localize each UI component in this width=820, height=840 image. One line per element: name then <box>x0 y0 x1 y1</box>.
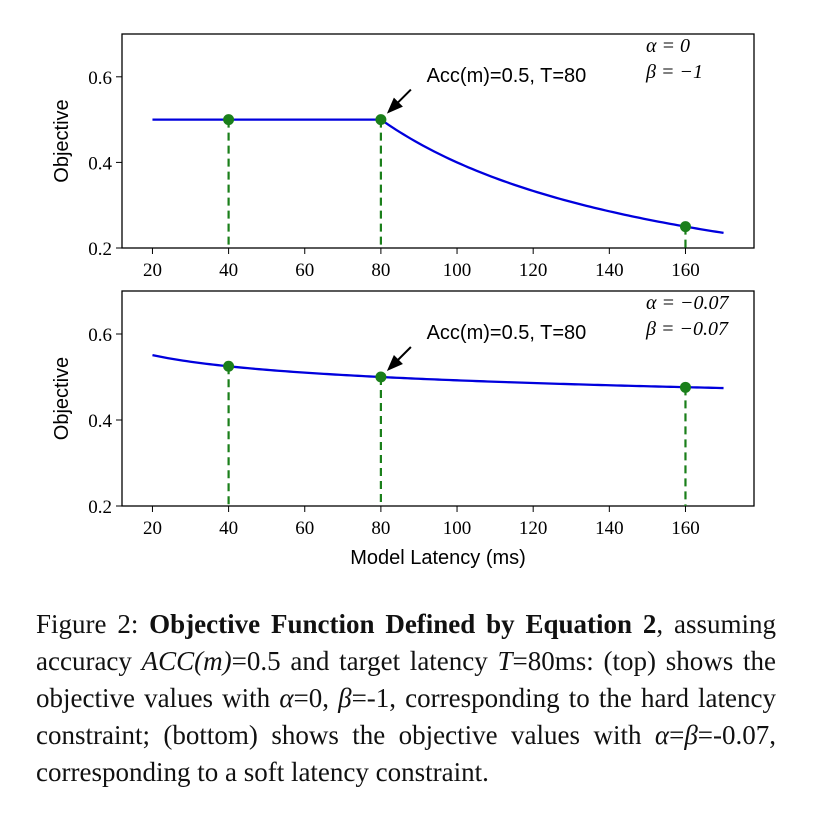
bottom-y-tick-label: 0.6 <box>88 325 112 346</box>
caption-alpha: α <box>279 683 294 713</box>
bottom-marker-point <box>375 371 387 383</box>
bottom-x-tick-label: 140 <box>595 518 624 539</box>
bottom-y-tick-label: 0.4 <box>88 411 112 432</box>
top-annotation-arrow-head <box>386 97 403 114</box>
caption-text-3: =80ms: (top) shows the objective values … <box>36 646 776 713</box>
caption-beta: β <box>338 683 352 713</box>
top-x-tick-label: 140 <box>595 260 624 281</box>
bottom-x-tick-label: 80 <box>371 518 390 539</box>
bottom-objective-curve <box>152 353 724 390</box>
bottom-y-axis-label: Objective <box>51 357 73 440</box>
bottom-x-axis-label: Model Latency (ms) <box>350 547 526 569</box>
caption-math-acc: ACC(m) <box>141 646 232 676</box>
bottom-annotation-text: Acc(m)=0.5, T=80 <box>427 322 587 344</box>
top-x-tick-label: 80 <box>371 260 390 281</box>
top-params-text: β = −1 <box>645 61 703 83</box>
top-marker-point <box>375 114 387 126</box>
caption-beta-2: β <box>684 720 698 750</box>
bottom-x-tick-label: 100 <box>443 518 472 539</box>
top-x-tick-label: 120 <box>519 260 548 281</box>
caption-text-6: = <box>669 720 685 750</box>
top-chart-panel: 20 40 60 80 100 120 140 160 0.2 0.4 0.6 Objective Ac… <box>51 33 755 281</box>
bottom-y-tick-label: 0.2 <box>88 497 112 518</box>
caption-title: Objective Function Defined by Equation 2 <box>149 609 657 639</box>
top-x-tick-label: 20 <box>143 260 162 281</box>
bottom-chart-panel: 20 40 60 80 100 120 140 160 0.2 0.4 0.6 Objective Mo… <box>51 290 755 569</box>
bottom-plot-frame <box>121 290 755 507</box>
top-x-tick-label: 40 <box>219 260 238 281</box>
bottom-annotation-arrow-head <box>386 355 403 371</box>
top-y-axis-label: Objective <box>51 99 73 182</box>
top-x-tick-label: 60 <box>295 260 314 281</box>
bottom-x-tick-label: 160 <box>671 518 700 539</box>
top-marker-point <box>679 221 691 233</box>
caption-text-7: =-0.07, corresponding to a soft latency … <box>36 720 776 787</box>
bottom-params-text: β = −0.07 <box>645 318 729 340</box>
bottom-x-tick-label: 40 <box>219 518 238 539</box>
top-y-tick-label: 0.6 <box>88 68 112 89</box>
caption-text-2: =0.5 and target latency <box>231 646 498 676</box>
bottom-marker-point <box>223 360 235 372</box>
top-y-tick-label: 0.2 <box>88 239 112 260</box>
bottom-params-text: α = −0.07 <box>646 292 729 314</box>
top-plot-frame <box>121 33 755 249</box>
bottom-x-tick-label: 20 <box>143 518 162 539</box>
caption-math-t: T <box>497 646 513 676</box>
caption-text-4: =0, <box>293 683 339 713</box>
figure: 20 40 60 80 100 120 140 160 0.2 0.4 0.6 Objective Ac… <box>51 33 755 569</box>
bottom-x-tick-label: 120 <box>519 518 548 539</box>
top-x-tick-label: 160 <box>671 260 700 281</box>
top-annotation-text: Acc(m)=0.5, T=80 <box>427 65 587 87</box>
caption-alpha-2: α <box>654 720 670 750</box>
top-params-text: α = 0 <box>646 35 690 57</box>
top-y-tick-label: 0.4 <box>88 153 112 174</box>
caption-text-1: , assuming accuracy <box>36 609 776 676</box>
caption-label: Figure 2: <box>36 609 150 639</box>
top-x-tick-label: 100 <box>443 260 472 281</box>
figure-caption: Figure 2: Objective Function Defined by … <box>36 606 776 791</box>
top-marker-point <box>223 114 235 126</box>
bottom-x-tick-label: 60 <box>295 518 314 539</box>
bottom-marker-point <box>679 381 691 393</box>
caption-text-5: =-1, corresponding to the hard latency c… <box>36 683 777 750</box>
top-objective-curve <box>152 118 724 235</box>
